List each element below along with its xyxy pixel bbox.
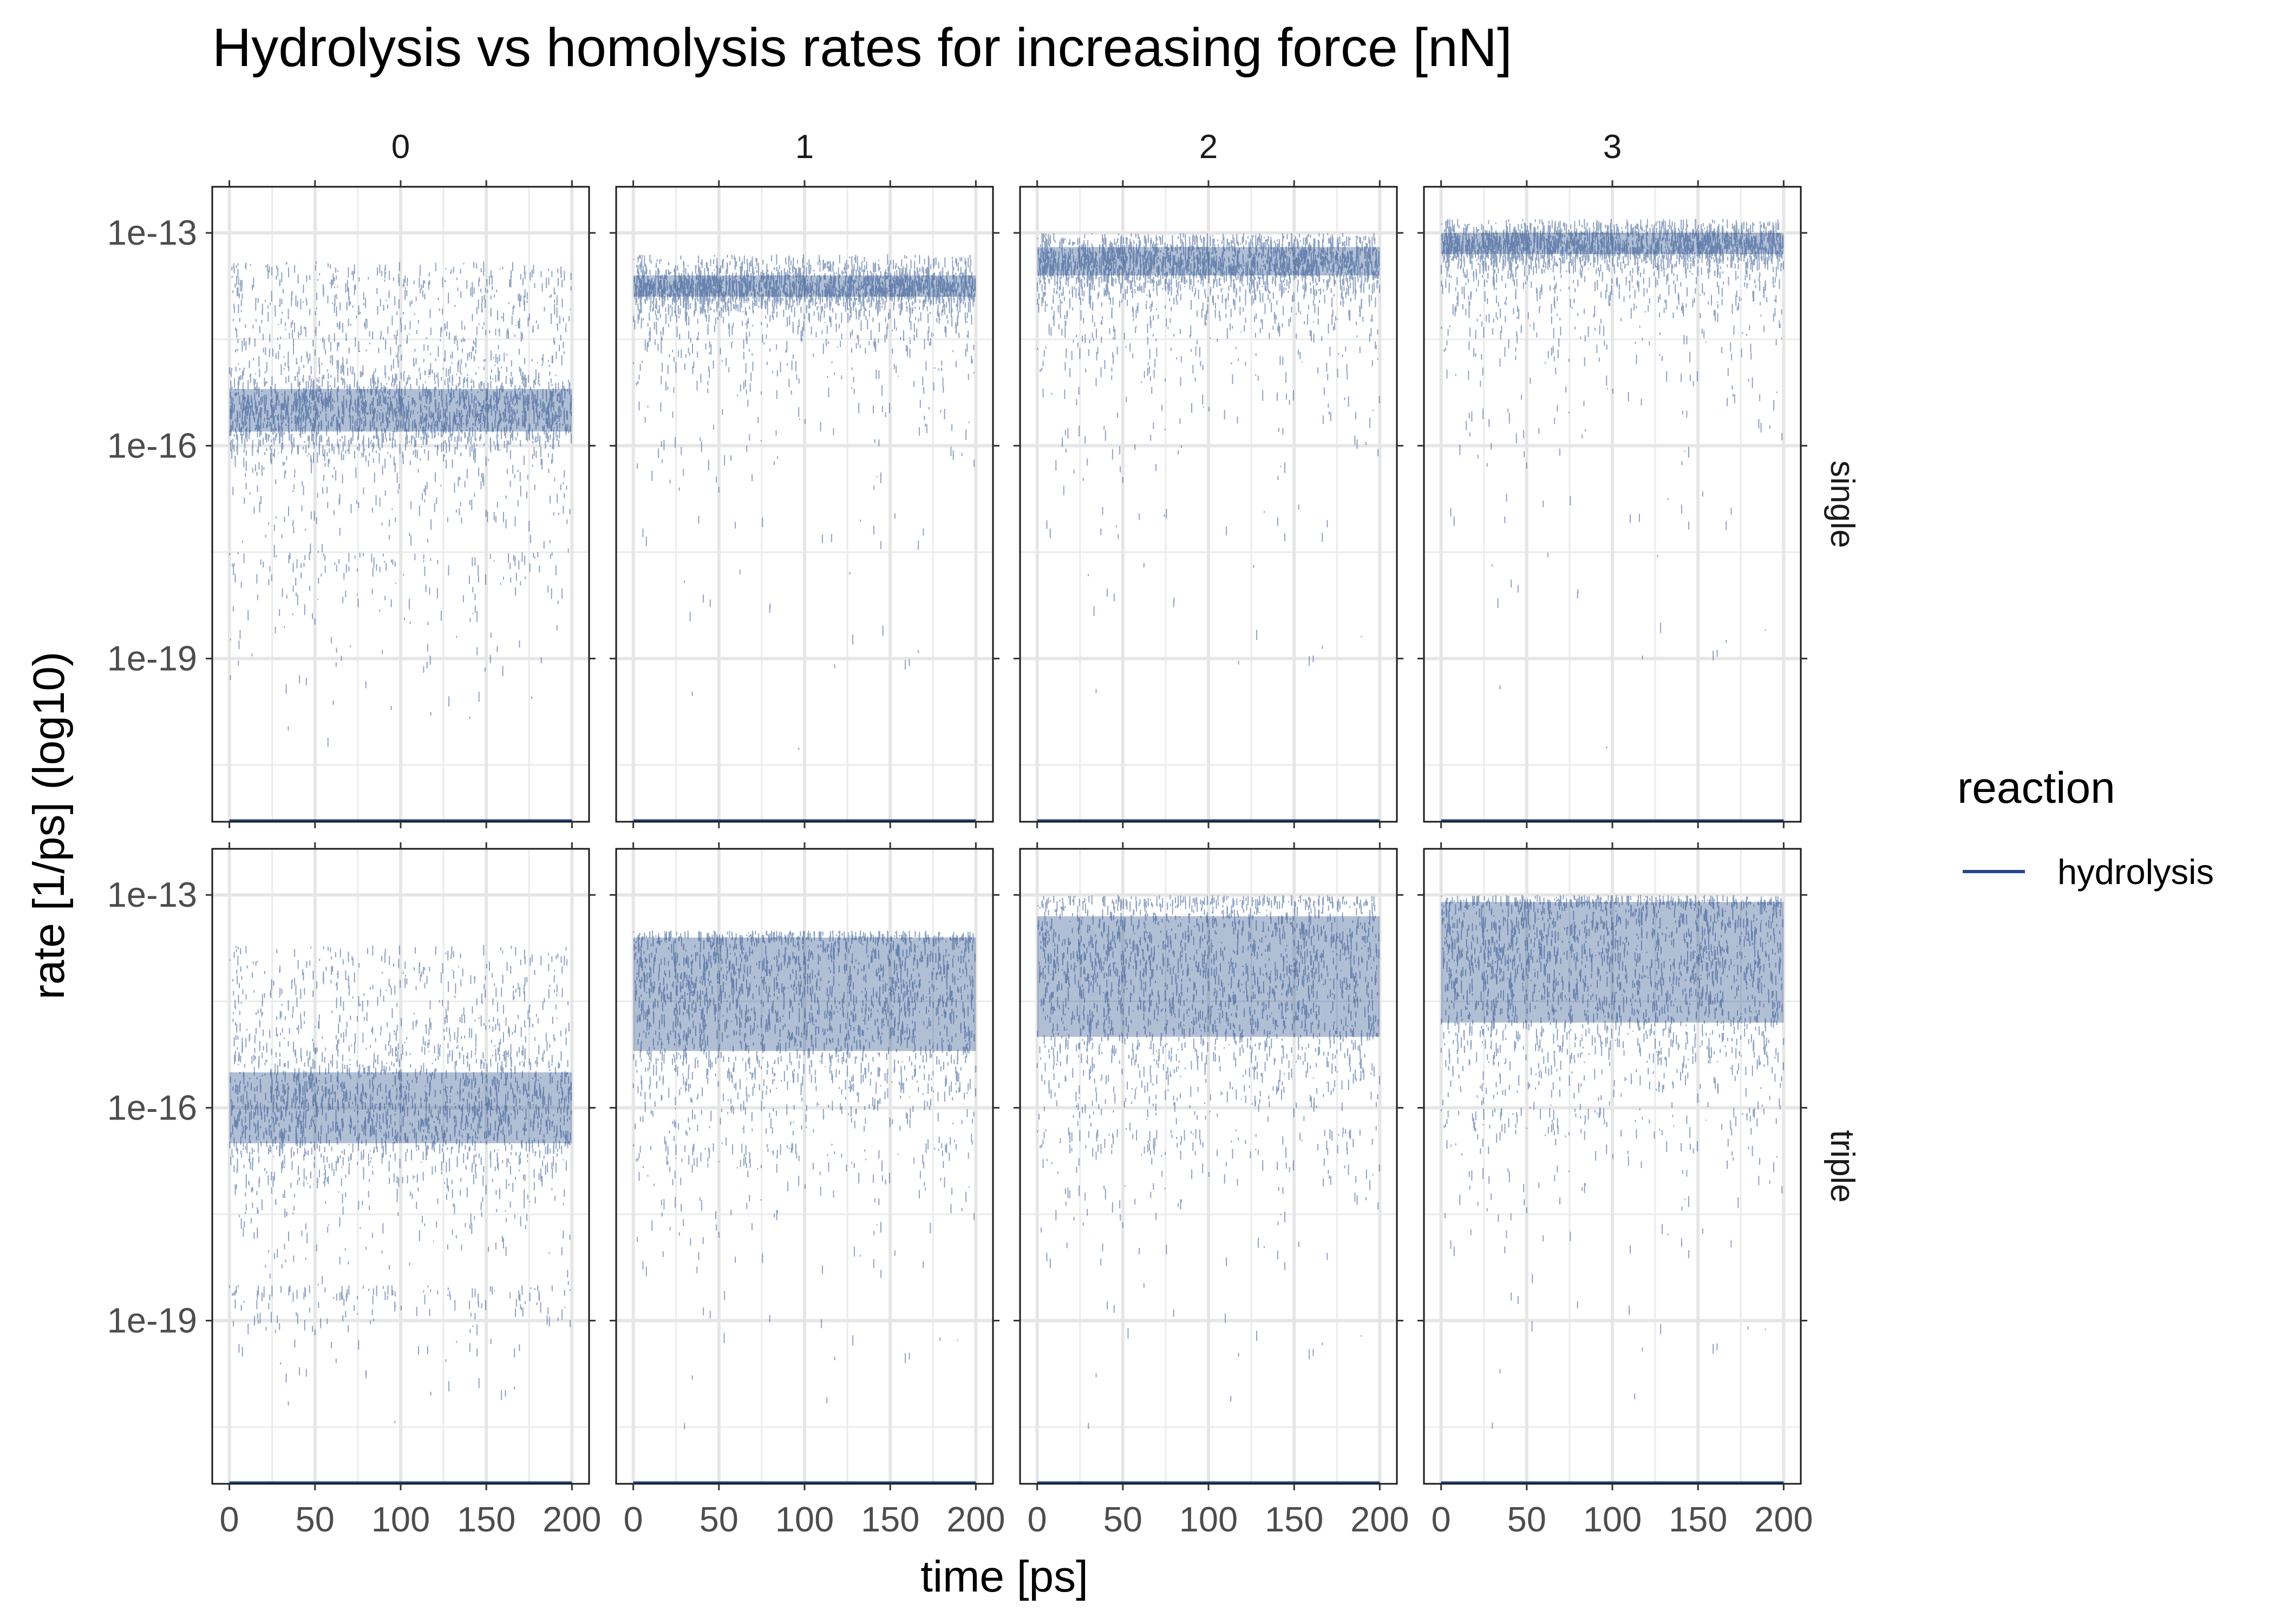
rate-traces (1037, 233, 1380, 693)
y-tick-label: 1e-19 (107, 639, 197, 678)
panel-triple-1: 0 50 100 150 200 (610, 842, 1005, 1539)
strip-label-0: 0 (391, 128, 410, 166)
rate-traces (1036, 895, 1380, 1429)
x-tick-label: 100 (775, 1499, 834, 1539)
rate-traces (632, 930, 977, 1430)
panel-single-2 (1014, 180, 1403, 828)
y-axis-title: rate [1/ps] (log10) (24, 652, 74, 1000)
legend-title: reaction (1957, 763, 2115, 813)
x-tick-label: 150 (1265, 1499, 1323, 1539)
x-tick-label: 0 (624, 1499, 643, 1539)
strip-label-triple: triple (1824, 1130, 1861, 1202)
strip-label-1: 1 (795, 128, 814, 166)
x-tick-label: 200 (1754, 1499, 1813, 1539)
x-tick-label: 200 (946, 1499, 1005, 1539)
x-tick-label: 0 (220, 1499, 239, 1539)
panel-single-1 (610, 180, 999, 828)
rate-traces (633, 254, 976, 750)
y-tick-label: 1e-19 (107, 1301, 197, 1340)
rate-traces (229, 945, 572, 1424)
x-tick-label: 100 (1583, 1499, 1642, 1539)
rate-core-band (1441, 902, 1784, 1023)
chart-title: Hydrolysis vs homolysis rates for increa… (212, 17, 1512, 78)
x-tick-label: 50 (700, 1499, 739, 1539)
rate-traces (1441, 219, 1784, 749)
x-tick-label: 50 (1103, 1499, 1142, 1539)
rate-core-band (633, 275, 976, 297)
y-tick-label: 1e-13 (107, 213, 197, 252)
x-tick-label: 150 (457, 1499, 515, 1539)
x-tick-label: 50 (1507, 1499, 1546, 1539)
y-tick-label: 1e-16 (107, 425, 197, 465)
strip-label-3: 3 (1603, 128, 1622, 166)
strip-label-single: single (1824, 461, 1861, 548)
x-tick-label: 100 (1179, 1499, 1238, 1539)
rate-traces (229, 261, 572, 747)
x-axis-title: time [ps] (920, 1552, 1088, 1601)
rate-core-band (229, 389, 572, 432)
rate-traces (1440, 895, 1785, 1429)
panel-single-3 (1417, 180, 1807, 828)
y-tick-label: 1e-13 (107, 875, 197, 914)
x-tick-label: 50 (296, 1499, 335, 1539)
panel-triple-2: 0 50 100 150 200 (1014, 842, 1409, 1539)
panel-single-0: 1e-13 1e-16 1e-19 (107, 180, 596, 828)
x-tick-label: 200 (1350, 1499, 1409, 1539)
panel-triple-0: 1e-13 1e-16 1e-19 0 50 100 150 200 (107, 842, 602, 1539)
panel-triple-3: 0 50 100 150 200 (1417, 842, 1813, 1539)
x-tick-label: 0 (1432, 1499, 1451, 1539)
legend: reaction hydrolysis (1957, 763, 2214, 892)
x-tick-label: 0 (1028, 1499, 1047, 1539)
y-tick-label: 1e-16 (107, 1088, 197, 1127)
rate-core-band (1441, 233, 1784, 254)
x-tick-label: 150 (861, 1499, 919, 1539)
legend-label-hydrolysis: hydrolysis (2057, 852, 2214, 892)
x-tick-label: 150 (1669, 1499, 1727, 1539)
strip-label-2: 2 (1199, 128, 1218, 166)
facet-panels: 0 1 2 3singletriple1e-131e-161e-191e-131e-1… (107, 128, 1861, 1539)
x-tick-label: 200 (543, 1499, 601, 1539)
rate-core-band (229, 1072, 572, 1143)
rate-core-band (1037, 247, 1380, 276)
rate-core-band (1037, 916, 1380, 1037)
x-tick-label: 100 (371, 1499, 430, 1539)
rate-core-band (633, 937, 976, 1051)
